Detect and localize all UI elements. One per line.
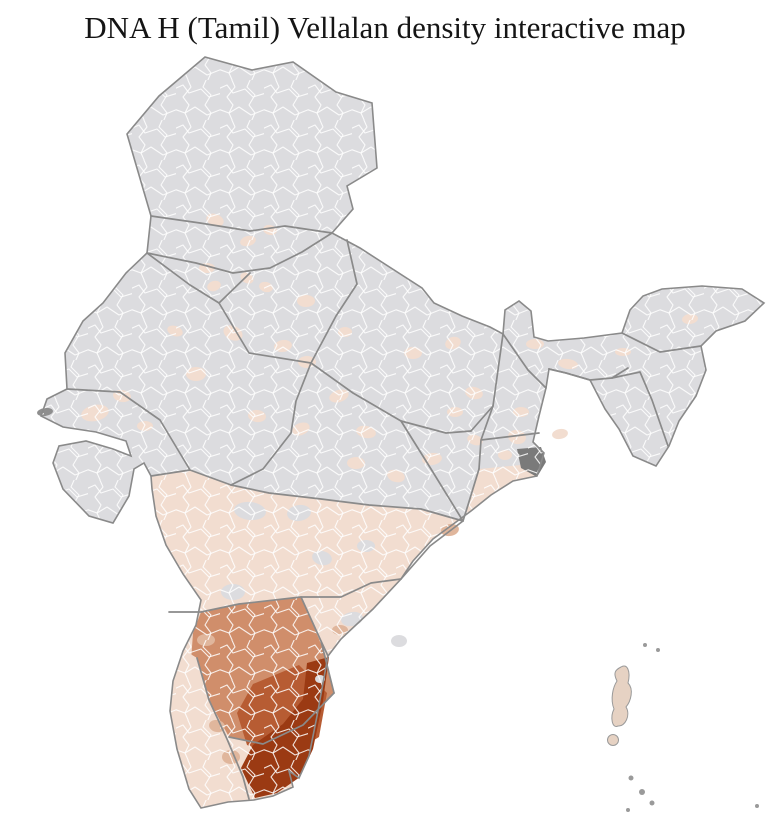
district-patch[interactable] [197, 634, 215, 646]
island-dot[interactable] [639, 789, 645, 795]
district-patch[interactable] [526, 339, 544, 349]
district-patch[interactable] [391, 635, 407, 647]
region-north-india[interactable] [41, 57, 764, 808]
island-dot[interactable] [755, 804, 759, 808]
district-patch[interactable] [615, 348, 631, 356]
district-patch[interactable] [347, 457, 365, 469]
district-patch[interactable] [298, 356, 316, 368]
district-patch[interactable] [551, 428, 568, 441]
island-andaman-little[interactable] [608, 735, 619, 746]
island-dot[interactable] [626, 808, 630, 812]
island-andaman-north[interactable] [612, 666, 631, 727]
district-patch[interactable] [357, 540, 375, 552]
island-dot[interactable] [649, 800, 655, 806]
page-title: DNA H (Tamil) Vellalan density interacti… [84, 10, 686, 45]
district-patch[interactable] [199, 263, 215, 273]
district-patch[interactable] [447, 407, 463, 417]
district-patch[interactable] [297, 295, 315, 307]
district-patch[interactable] [186, 367, 206, 381]
map-root [37, 57, 764, 812]
island-dot[interactable] [643, 643, 647, 647]
district-patch[interactable] [315, 675, 325, 683]
district-patch[interactable] [513, 407, 529, 417]
district-patch[interactable] [332, 625, 348, 635]
district-patch[interactable] [137, 421, 153, 431]
district-patch[interactable] [498, 450, 512, 460]
island-dot[interactable] [656, 648, 660, 652]
district-patch[interactable] [338, 327, 352, 337]
island-dot[interactable] [628, 775, 634, 781]
district-patch[interactable] [221, 584, 245, 600]
district-patch[interactable] [222, 750, 240, 764]
district-patch[interactable] [404, 347, 422, 359]
